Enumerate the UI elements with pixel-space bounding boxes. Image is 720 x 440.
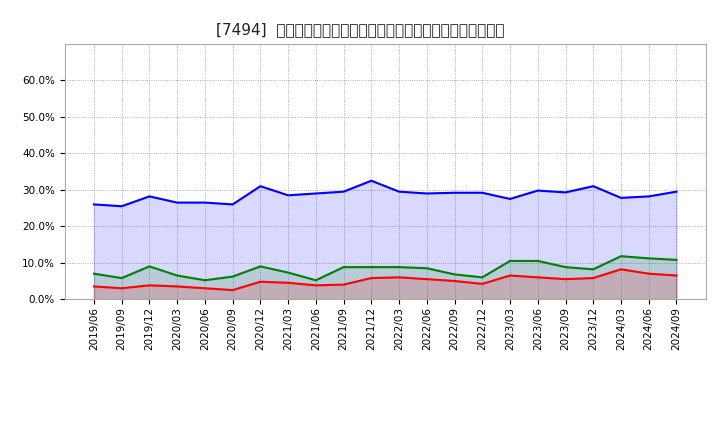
売上債権 [505,273,514,278]
売上債権 [367,275,376,281]
在庫 [201,200,210,205]
売上債権 [173,284,181,289]
Line: 売上債権: 売上債権 [94,269,677,290]
在庫 [312,191,320,196]
買入債務 [367,264,376,270]
売上債権 [228,287,237,293]
買入債務 [644,256,653,261]
在庫 [339,189,348,194]
買入債務 [256,264,265,269]
売上債権 [423,276,431,282]
買入債務 [312,278,320,283]
在庫 [228,202,237,207]
在庫 [534,188,542,193]
在庫 [478,190,487,195]
買入債務 [616,253,625,259]
Text: [7494]  売上債権、在庫、買入債務の総資産に対する比率の推移: [7494] 売上債権、在庫、買入債務の総資産に対する比率の推移 [216,22,504,37]
在庫 [145,194,154,199]
売上債権 [534,275,542,280]
売上債権 [284,280,292,286]
在庫 [423,191,431,196]
在庫 [117,204,126,209]
売上債権 [117,286,126,291]
売上債権 [312,283,320,288]
買入債務 [339,264,348,270]
在庫 [89,202,98,207]
Line: 在庫: 在庫 [94,181,677,206]
在庫 [672,189,681,194]
売上債権 [672,273,681,278]
買入債務 [173,273,181,278]
売上債権 [561,276,570,282]
買入債務 [89,271,98,276]
買入債務 [589,267,598,272]
在庫 [505,196,514,202]
買入債務 [672,257,681,263]
在庫 [173,200,181,205]
売上債権 [339,282,348,287]
買入債務 [534,258,542,264]
売上債権 [89,284,98,289]
買入債務 [478,275,487,280]
買入債務 [395,264,403,270]
買入債務 [228,274,237,279]
買入債務 [284,270,292,275]
買入債務 [117,275,126,281]
在庫 [256,183,265,189]
売上債権 [478,281,487,286]
売上債権 [201,286,210,291]
在庫 [450,190,459,195]
在庫 [644,194,653,199]
在庫 [616,195,625,201]
在庫 [367,178,376,183]
在庫 [284,193,292,198]
売上債権 [616,267,625,272]
在庫 [395,189,403,194]
在庫 [589,183,598,189]
売上債権 [450,279,459,284]
売上債権 [256,279,265,284]
売上債権 [644,271,653,276]
売上債権 [395,275,403,280]
在庫 [561,190,570,195]
買入債務 [561,264,570,270]
Line: 買入債務: 買入債務 [94,256,677,280]
買入債務 [450,272,459,277]
買入債務 [505,258,514,264]
売上債権 [145,283,154,288]
売上債権 [589,275,598,281]
買入債務 [201,278,210,283]
買入債務 [423,266,431,271]
買入債務 [145,264,154,269]
